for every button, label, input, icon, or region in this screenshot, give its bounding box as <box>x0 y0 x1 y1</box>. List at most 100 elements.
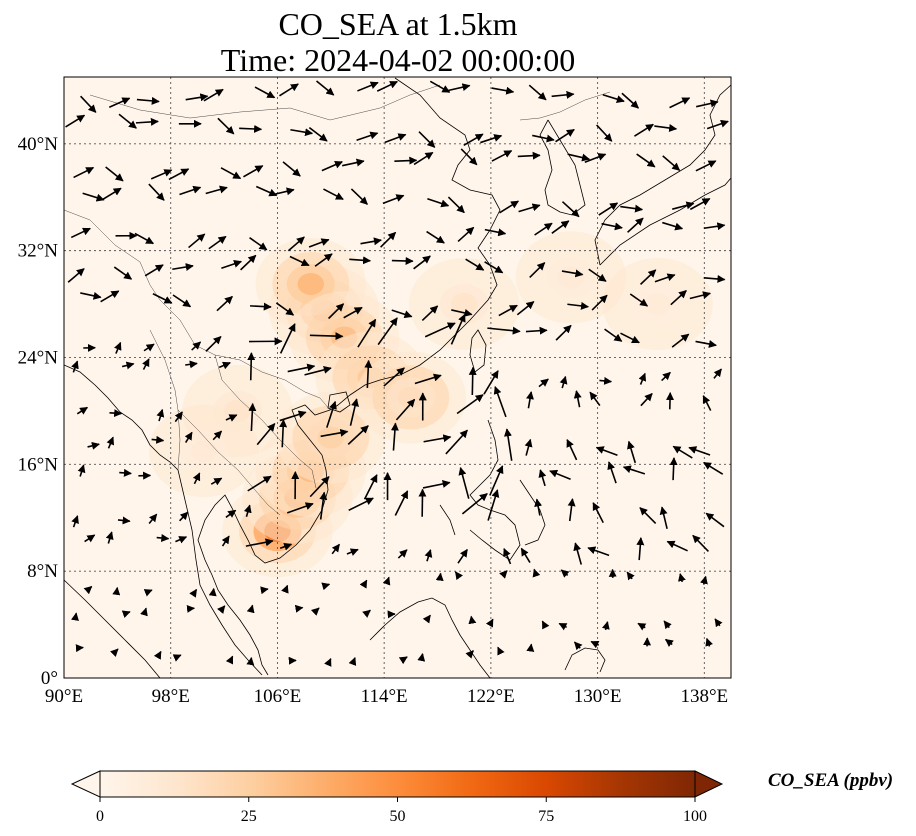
wind-arrow <box>454 571 463 581</box>
wind-arrow <box>629 293 649 307</box>
wind-arrow <box>225 414 238 422</box>
coastline-korea <box>539 119 586 216</box>
wind-arrow <box>413 255 431 270</box>
wind-arrow <box>424 549 433 562</box>
wind-arrow <box>634 123 654 137</box>
wind-arrow <box>383 367 405 387</box>
wind-arrow <box>347 425 369 445</box>
wind-arrow <box>391 256 414 265</box>
wind-arrow <box>315 80 335 96</box>
wind-arrow <box>248 402 257 432</box>
wind-arrow <box>555 128 575 143</box>
wind-arrow <box>598 202 619 216</box>
wind-arrow <box>144 264 164 277</box>
wind-arrow <box>143 589 153 597</box>
wind-arrow <box>485 618 494 628</box>
wind-arrow <box>450 313 466 345</box>
wind-arrow <box>596 124 613 142</box>
wind-arrow <box>243 504 252 517</box>
wind-arrow <box>290 128 314 137</box>
wind-arrow <box>524 438 533 456</box>
wind-arrow <box>364 359 373 388</box>
wind-arrow <box>695 340 717 348</box>
wind-arrow <box>279 419 288 448</box>
wind-arrow <box>620 204 644 213</box>
wind-arrow <box>601 621 610 631</box>
wind-arrow <box>331 543 341 555</box>
y-axis-ticks: 0° 8°N 16°N 24°N 32°N 40°N <box>18 134 59 689</box>
wind-arrow <box>65 114 86 128</box>
wind-arrow <box>175 536 188 544</box>
wind-arrow <box>669 97 691 109</box>
wind-arrow <box>376 80 398 92</box>
wind-arrow <box>457 548 468 564</box>
wind-arrow <box>541 620 550 630</box>
wind-arrow <box>76 406 89 415</box>
wind-arrow <box>272 187 295 196</box>
wind-arrow <box>591 294 608 311</box>
wind-arrow <box>414 373 442 385</box>
wind-arrow <box>185 360 198 369</box>
wind-arrow <box>348 657 357 666</box>
wind-arrow <box>427 198 450 208</box>
wind-arrow <box>620 332 640 344</box>
colorbar: 0 25 50 75 100 <box>70 770 724 825</box>
y-tick-label: 0° <box>41 668 58 689</box>
wind-arrow <box>80 291 102 300</box>
wind-arrow <box>121 610 131 618</box>
wind-arrow <box>250 302 272 311</box>
wind-arrow <box>422 479 451 489</box>
wind-arrow <box>587 546 610 557</box>
wind-arrow <box>143 343 155 352</box>
x-tick-label: 114°E <box>361 686 408 707</box>
co-plume-blob <box>644 293 671 316</box>
wind-arrow <box>101 187 122 201</box>
wind-arrow <box>451 309 473 317</box>
wind-arrow <box>573 542 583 565</box>
coastline-indochina <box>197 404 331 676</box>
wind-arrow <box>308 126 328 142</box>
wind-arrow <box>669 457 678 481</box>
wind-arrow <box>413 151 434 166</box>
wind-arrow <box>279 542 293 551</box>
wind-arrow <box>702 395 712 411</box>
wind-arrow <box>626 571 635 581</box>
wind-arrow <box>549 469 571 481</box>
wind-arrow <box>71 612 79 621</box>
coastline-philippines <box>439 419 546 561</box>
wind-arrow <box>465 258 485 271</box>
wind-arrow <box>80 95 97 113</box>
wind-arrow <box>398 656 408 665</box>
wind-arrow <box>607 461 617 484</box>
wind-arrow <box>584 153 607 163</box>
wind-arrow <box>210 477 223 486</box>
wind-arrow <box>310 607 320 616</box>
wind-arrow <box>391 309 413 319</box>
wind-arrow <box>356 131 379 142</box>
wind-arrow <box>279 83 299 97</box>
wind-arrow <box>384 133 407 144</box>
y-tick-label: 24°N <box>18 347 59 368</box>
wind-arrow <box>491 150 513 162</box>
wind-arrow <box>359 579 368 589</box>
wind-arrow <box>289 255 310 267</box>
wind-arrow <box>110 648 119 657</box>
wind-arrow <box>526 391 534 409</box>
wind-arrow <box>83 585 93 595</box>
wind-arrow <box>504 428 513 461</box>
wind-arrow <box>487 326 521 335</box>
wind-arrow <box>529 262 546 278</box>
x-tick-label: 90°E <box>45 686 83 707</box>
wind-arrow <box>599 376 613 385</box>
x-tick-label: 122°E <box>467 686 515 707</box>
colorbar-tick-label: 0 <box>96 808 104 825</box>
wind-arrow <box>87 441 100 450</box>
wind-arrow <box>286 502 314 514</box>
wind-arrow <box>350 188 368 205</box>
wind-arrow <box>678 573 686 583</box>
wind-arrow <box>424 322 456 338</box>
wind-arrow <box>484 228 507 237</box>
wind-arrow <box>689 197 711 211</box>
wind-arrow <box>447 83 471 92</box>
